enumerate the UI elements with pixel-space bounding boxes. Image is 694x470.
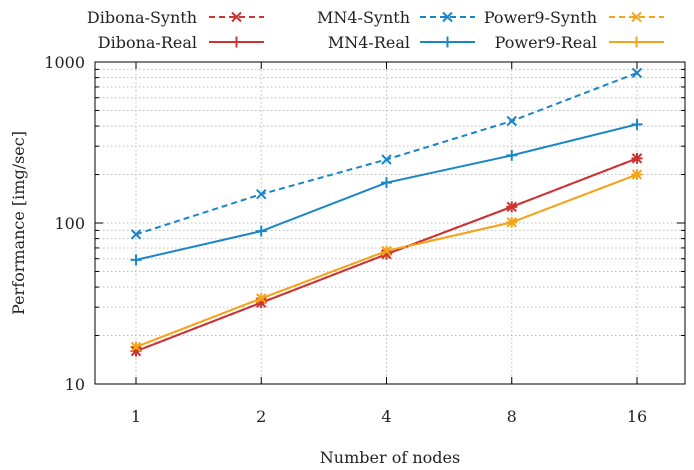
x-tick-label: 1 — [131, 407, 141, 426]
x-tick-label: 8 — [507, 407, 517, 426]
series-line-mn4-real — [135, 123, 638, 261]
x-tick-label: 2 — [256, 407, 266, 426]
series-power9-real — [130, 169, 643, 353]
legend-label-mn4-synth: MN4-Synth — [317, 8, 410, 27]
series-mn4-real — [130, 118, 643, 266]
x-tick-label: 4 — [381, 407, 391, 426]
data-point — [631, 153, 643, 164]
y-tick-label: 100 — [54, 214, 85, 233]
data-point — [130, 254, 142, 266]
series-line-power9-synth — [135, 173, 638, 348]
legend-marker — [442, 11, 453, 23]
data-point — [130, 229, 142, 240]
data-point — [506, 115, 517, 127]
legend-marker — [631, 36, 642, 48]
data-point — [130, 345, 142, 357]
legend-label-power9-synth: Power9-Synth — [484, 8, 597, 27]
axis-ticks: 1 2 4 8 16 10 100 1000 — [44, 53, 685, 426]
data-point — [506, 149, 518, 161]
data-point — [506, 217, 517, 228]
legend-marker — [231, 11, 242, 23]
data-point — [381, 177, 392, 189]
legend: Dibona-Synth Dibona-Real MN4-Synth MN4-Real… — [87, 8, 664, 52]
series-layer — [130, 67, 643, 357]
data-point — [506, 201, 517, 213]
data-point — [381, 245, 392, 257]
x-tick-label: 16 — [627, 407, 647, 426]
legend-marker — [231, 36, 242, 48]
data-point — [631, 169, 643, 180]
legend-label-mn4-real: MN4-Real — [328, 33, 410, 52]
data-point — [256, 293, 267, 304]
legend-marker — [442, 36, 453, 48]
data-point — [130, 341, 142, 353]
y-axis-label: Performance [img/sec] — [9, 131, 28, 315]
series-power9-synth — [130, 169, 643, 353]
legend-label-dibona-synth: Dibona-Synth — [87, 8, 197, 27]
legend-label-dibona-real: Dibona-Real — [98, 33, 197, 52]
y-tick-label: 10 — [65, 375, 85, 394]
series-dibona-synth — [130, 153, 643, 357]
y-tick-label: 1000 — [44, 53, 85, 72]
data-point — [381, 154, 392, 165]
data-point — [256, 188, 267, 200]
legend-label-power9-real: Power9-Real — [495, 33, 597, 52]
legend-marker — [631, 11, 642, 23]
grid — [95, 62, 685, 384]
data-point — [631, 118, 643, 130]
series-mn4-synth — [130, 67, 643, 240]
data-point — [631, 67, 643, 79]
x-axis-label: Number of nodes — [320, 448, 460, 467]
data-point — [255, 225, 267, 237]
